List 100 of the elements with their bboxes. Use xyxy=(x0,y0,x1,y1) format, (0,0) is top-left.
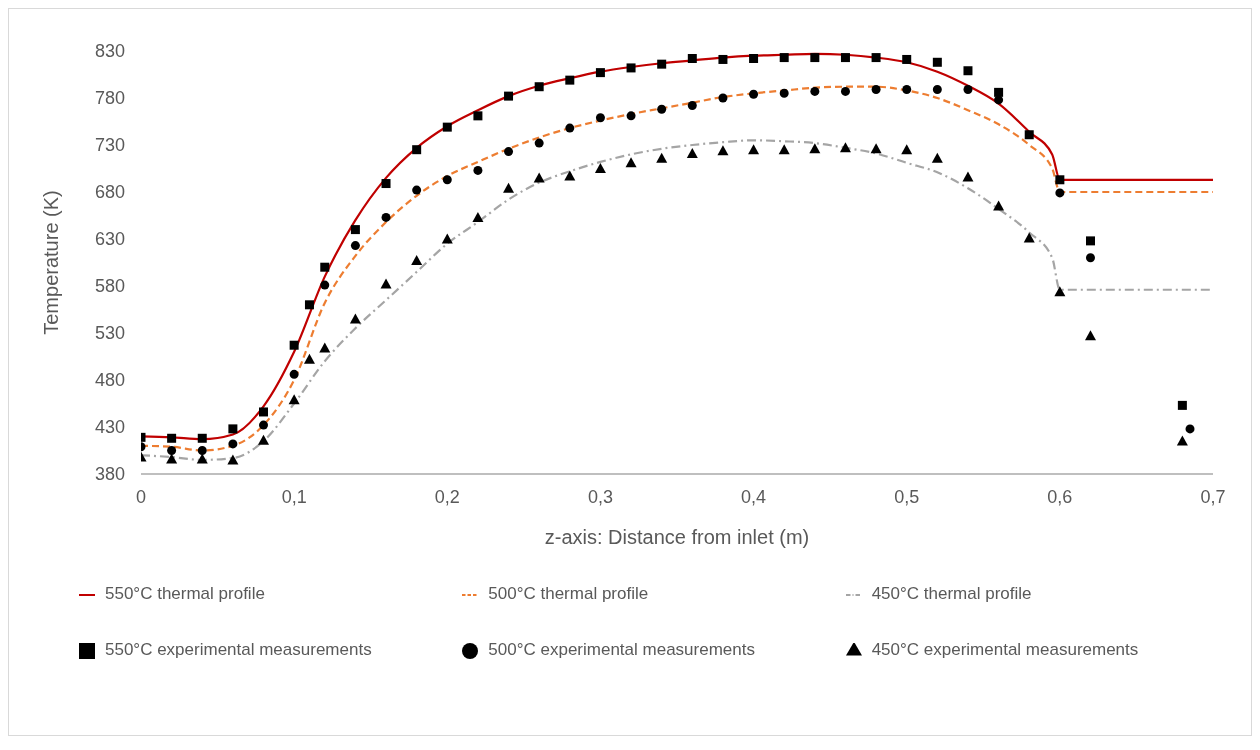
point xyxy=(718,54,728,64)
point xyxy=(303,353,315,364)
point xyxy=(227,454,239,465)
x-tick-label: 0,7 xyxy=(1200,486,1226,507)
point xyxy=(1185,424,1195,434)
point xyxy=(1055,188,1065,198)
y-tick-label: 780 xyxy=(94,88,125,109)
point xyxy=(350,225,360,235)
point xyxy=(963,66,973,76)
point xyxy=(412,145,422,155)
point xyxy=(594,163,606,173)
point xyxy=(687,54,697,64)
point xyxy=(717,145,729,156)
point xyxy=(228,424,238,434)
point xyxy=(657,104,667,114)
point xyxy=(196,453,208,464)
point xyxy=(994,87,1004,97)
x-tick-label: 0,2 xyxy=(434,486,460,507)
y-tick-label: 530 xyxy=(94,323,125,344)
point xyxy=(166,453,178,464)
point xyxy=(288,394,300,405)
point xyxy=(472,211,484,222)
point xyxy=(411,255,423,266)
point xyxy=(932,85,942,95)
point xyxy=(686,147,698,158)
point xyxy=(167,446,177,455)
point xyxy=(503,182,515,193)
point xyxy=(748,144,760,155)
point xyxy=(718,93,728,103)
y-tick-label: 380 xyxy=(94,464,125,485)
point xyxy=(442,175,452,185)
x-tick-label: 0,4 xyxy=(741,486,767,507)
point xyxy=(1177,400,1187,410)
point xyxy=(381,212,391,222)
x-tick-label: 0,5 xyxy=(894,486,920,507)
point xyxy=(504,147,514,157)
x-tick-label: 0,3 xyxy=(587,486,613,507)
point xyxy=(534,82,544,92)
y-tick-label: 580 xyxy=(94,276,125,297)
point xyxy=(962,171,974,182)
point xyxy=(870,143,882,154)
point xyxy=(259,420,269,430)
point xyxy=(167,433,177,443)
legend-label: 550°C thermal profile xyxy=(105,584,265,603)
point xyxy=(1023,232,1035,243)
y-axis-title: Temperature (K) xyxy=(40,190,63,335)
point xyxy=(902,54,912,64)
point xyxy=(1085,236,1095,246)
point xyxy=(1024,130,1034,140)
y-tick-label: 680 xyxy=(94,182,125,203)
point xyxy=(840,53,850,63)
point xyxy=(779,53,789,63)
point xyxy=(289,369,299,379)
point xyxy=(1054,286,1066,297)
point xyxy=(228,439,238,449)
point xyxy=(197,446,207,455)
point xyxy=(381,179,391,189)
point xyxy=(304,300,314,310)
point xyxy=(749,54,759,64)
x-tick-label: 0,1 xyxy=(281,486,307,507)
point xyxy=(565,75,575,85)
point xyxy=(565,123,575,133)
point xyxy=(319,342,331,353)
point xyxy=(441,233,453,244)
point xyxy=(534,138,544,148)
point xyxy=(840,86,850,96)
point xyxy=(687,101,697,111)
point xyxy=(349,313,361,324)
point xyxy=(626,111,636,121)
point xyxy=(1084,330,1096,341)
point xyxy=(473,111,483,121)
point xyxy=(809,143,821,154)
point xyxy=(931,152,943,163)
point xyxy=(778,144,790,155)
point xyxy=(625,157,637,168)
point xyxy=(994,95,1004,105)
point xyxy=(442,122,452,132)
y-tick-label: 830 xyxy=(94,41,125,62)
point xyxy=(380,278,392,289)
point xyxy=(871,85,881,95)
point xyxy=(963,85,973,95)
point xyxy=(1085,253,1095,263)
point xyxy=(350,241,360,251)
point xyxy=(473,165,483,175)
point xyxy=(320,280,330,290)
point xyxy=(1055,175,1065,185)
point xyxy=(1176,435,1188,446)
point xyxy=(779,88,789,98)
point xyxy=(810,86,820,96)
point xyxy=(197,433,207,443)
y-tick-label: 480 xyxy=(94,370,125,391)
y-tick-label: 730 xyxy=(94,135,125,156)
legend-label: 450°C thermal profile xyxy=(871,584,1032,603)
point xyxy=(259,407,269,417)
point xyxy=(932,57,942,67)
point xyxy=(412,185,422,195)
point xyxy=(993,200,1005,211)
x-axis-title: z-axis: Distance from inlet (m) xyxy=(544,526,810,548)
point xyxy=(656,152,668,163)
legend-label: 500°C experimental measurements xyxy=(488,640,755,659)
